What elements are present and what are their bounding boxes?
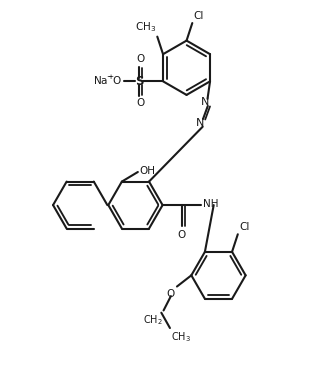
Text: NH: NH <box>203 199 218 209</box>
Text: Na$^{+}$: Na$^{+}$ <box>93 74 114 87</box>
Text: CH$_3$: CH$_3$ <box>135 21 156 34</box>
Text: Cl: Cl <box>194 11 204 21</box>
Text: N: N <box>201 97 209 107</box>
Text: $^{-}$O: $^{-}$O <box>106 74 122 86</box>
Text: S: S <box>135 75 143 88</box>
Text: O: O <box>136 98 145 108</box>
Text: O: O <box>136 54 145 65</box>
Text: O: O <box>166 289 175 299</box>
Text: CH$_3$: CH$_3$ <box>171 330 191 344</box>
Text: OH: OH <box>139 166 156 176</box>
Text: O: O <box>178 230 186 240</box>
Text: N: N <box>196 118 205 128</box>
Text: Cl: Cl <box>239 222 250 232</box>
Text: CH$_2$: CH$_2$ <box>143 313 163 326</box>
